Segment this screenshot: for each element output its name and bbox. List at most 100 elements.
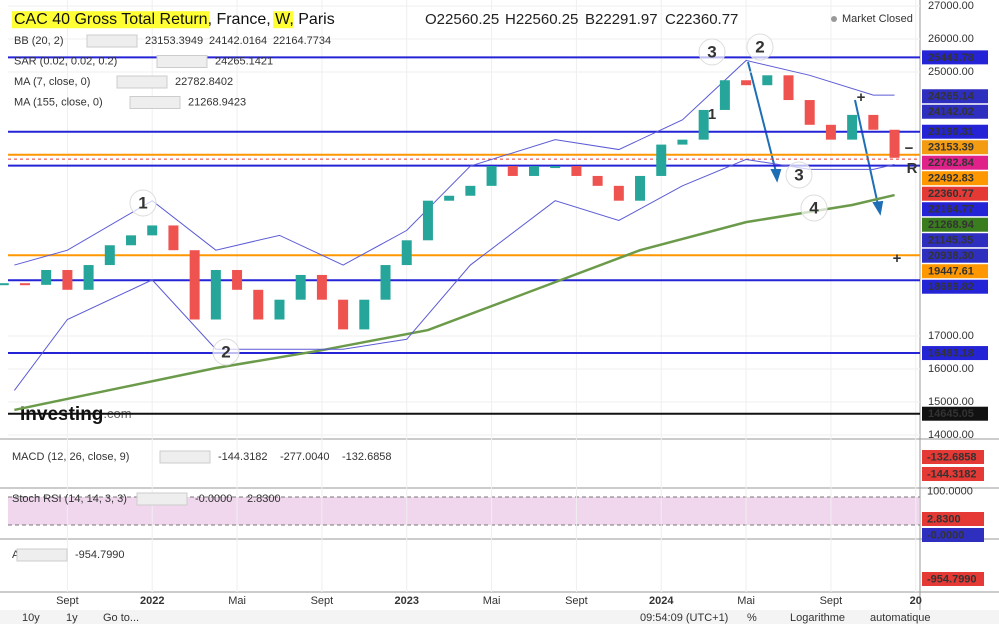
status-dot [831,16,837,22]
panel-axis-label: -144.3182 [927,468,977,480]
indicator-value: 21268.9423 [188,96,246,108]
candle [635,175,646,201]
candle [41,270,52,285]
x-tick-label: 2022 [140,595,164,607]
candle [0,283,9,286]
price-label: 21268.94 [928,219,975,231]
x-tick-label: 2024 [649,595,674,607]
x-tick-label: Sept [56,595,79,607]
indicator-name: Stoch RSI (14, 14, 3, 3) [12,493,127,505]
indicator-value: -0.0000 [195,493,232,505]
annotation: 2 [755,37,764,56]
indicator-buttons [156,55,208,68]
indicator-value: 22164.7734 [273,35,331,47]
panel-axis-label: -132.6858 [927,451,977,463]
price-label-box [922,124,988,139]
toolbar-button[interactable]: 10y [22,612,40,624]
indicator-buttons [116,75,168,89]
x-tick-label: 20 [910,595,922,607]
toolbar-button[interactable]: Go to... [103,612,139,624]
x-tick-label: Sept [820,595,843,607]
toolbar-item[interactable]: automatique [870,612,931,624]
panel-axis-label: -0.0000 [927,529,964,541]
indicator-buttons [136,492,188,506]
toolbar-item[interactable]: Logarithme [790,612,845,624]
price-label-box [922,202,988,217]
price-label: 21145.35 [928,235,973,247]
candle [126,235,137,246]
indicator-buttons [86,34,138,48]
indicator-name: SAR (0.02, 0.02, 0.2) [14,55,117,67]
panel-axis-box [922,528,984,542]
price-label: 22492.83 [928,173,974,185]
arrow-head [770,169,782,183]
candle [62,270,73,290]
y-tick-label: 14000.00 [928,429,974,441]
candle [19,283,30,286]
price-label-box [922,248,988,263]
indicator-value: -277.0040 [280,451,330,463]
price-label: 24142.02 [928,106,974,118]
x-tick-label: Mai [737,595,755,607]
price-label-box [922,346,988,361]
indicator-name: BB (20, 2) [14,35,64,47]
annotation: 1 [708,106,716,123]
annotation-circle [698,38,726,66]
candle [762,75,773,86]
arrow [854,99,879,206]
x-tick-label: Mai [483,595,501,607]
title-part: CAC 40 Gross Total Return [14,11,208,28]
price-label: 25443.78 [928,52,974,64]
annotation-circle [129,189,157,217]
price-label: 23190.31 [928,126,974,138]
panel-axis-label: 2.8300 [927,513,961,525]
price-label-box [922,50,988,65]
candle [295,274,306,300]
y-tick-label: 17000.00 [928,330,974,342]
candle [274,299,285,320]
toolbar-button[interactable]: 1y [66,612,78,624]
title-part: , France, [208,11,276,28]
candle [868,114,879,130]
annotation: + [857,89,866,106]
title-part: W [275,11,291,28]
candle [528,166,539,176]
indicator-value: -132.6858 [342,451,392,463]
candle [232,270,243,290]
candle [401,240,412,266]
arrow [747,61,777,173]
price-label: 22360.77 [928,188,974,200]
annotation-circle [800,194,828,222]
indicator-value: -144.3182 [218,451,268,463]
y-tick-label: 16000.00 [928,363,974,375]
price-label-box [922,104,988,119]
title-highlight [273,11,294,29]
arrows [747,61,884,216]
annotation: 3 [794,165,803,184]
y-tick-label: 27000.00 [928,0,974,12]
candle [825,124,836,140]
indicator-value: 24142.0164 [209,35,267,47]
price-label: 20938.30 [928,250,974,262]
price-label: 18689.82 [928,281,974,293]
annotation: − [905,140,914,157]
candle [592,175,603,186]
y-tick-label: 25000.00 [928,66,974,78]
ohlc-value: C22360.77 [665,11,738,28]
x-tick-label: Sept [565,595,588,607]
toolbar-item[interactable]: % [747,612,757,624]
panel-axis-box [922,467,984,481]
candle [677,139,688,145]
price-label-box [922,155,988,170]
candle [847,114,858,140]
indicator-buttons [159,450,211,464]
indicator-value: 22782.8402 [175,76,233,88]
price-label: 23153.39 [928,142,974,154]
candle [104,245,115,266]
annotation-circle [212,338,240,366]
candle [698,109,709,140]
indicator-line [14,59,895,266]
candle [422,200,433,241]
